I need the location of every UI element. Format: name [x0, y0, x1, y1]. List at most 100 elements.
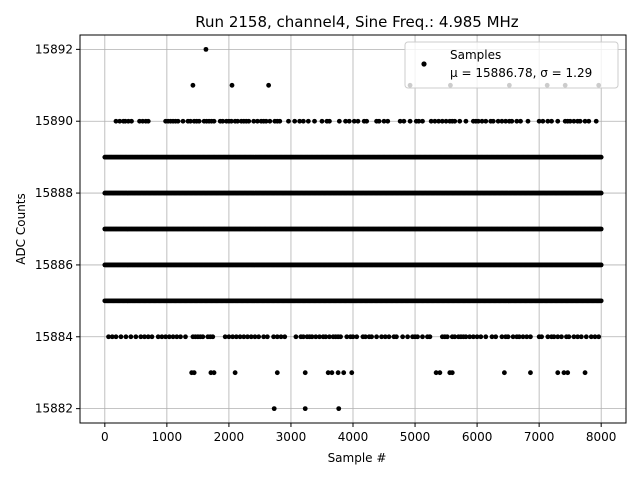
data-point: [228, 118, 234, 124]
data-point: [555, 370, 561, 376]
data-point: [256, 334, 262, 340]
data-point: [374, 334, 379, 340]
data-point: [437, 370, 443, 376]
data-point: [416, 118, 422, 124]
data-point: [336, 118, 342, 124]
data-point: [220, 118, 226, 124]
data-point: [470, 334, 476, 340]
data-point: [252, 334, 258, 340]
y-axis-label: ADC Counts: [14, 193, 28, 265]
data-point: [467, 334, 473, 340]
data-point: [325, 370, 331, 376]
legend-box: [404, 41, 619, 89]
data-point: [545, 334, 551, 340]
data-point: [401, 118, 407, 124]
data-point: [510, 334, 516, 340]
data-point: [363, 334, 368, 340]
data-point: [292, 118, 298, 124]
data-point: [518, 118, 523, 124]
data-point: [382, 334, 388, 340]
data-point: [394, 334, 399, 340]
legend-stats-label: μ = 15886.78, σ = 1.29: [450, 66, 592, 80]
data-point: [386, 334, 392, 340]
data-point: [499, 334, 505, 340]
data-point: [381, 118, 387, 124]
data-point: [183, 334, 188, 340]
data-point: [149, 334, 155, 340]
data-point: [400, 334, 406, 340]
data-point: [302, 406, 308, 412]
legend-marker: [421, 61, 427, 67]
data-point: [549, 118, 554, 124]
data-point: [230, 334, 236, 340]
data-point: [536, 118, 542, 124]
x-axis-label: Sample #: [328, 451, 387, 465]
data-point: [582, 370, 588, 376]
x-tick-label: 8000: [586, 430, 617, 444]
data-point: [341, 370, 347, 376]
data-point: [555, 118, 561, 124]
data-point: [598, 154, 604, 160]
data-point: [344, 334, 350, 340]
data-point: [583, 334, 589, 340]
data-point: [191, 370, 197, 376]
data-point: [509, 118, 515, 124]
data-point: [286, 118, 291, 124]
data-point: [376, 118, 382, 124]
data-point: [241, 334, 247, 340]
data-point: [436, 118, 442, 124]
data-point: [407, 118, 413, 124]
chart-title: Run 2158, channel4, Sine Freq.: 4.985 MH…: [195, 13, 519, 31]
data-point: [117, 118, 123, 124]
data-point: [379, 334, 384, 340]
data-point: [598, 226, 604, 232]
data-point: [588, 334, 594, 340]
data-point: [155, 334, 161, 340]
data-point: [525, 118, 531, 124]
data-point: [444, 334, 450, 340]
data-point: [524, 334, 530, 340]
data-point: [323, 334, 329, 340]
data-point: [566, 334, 572, 340]
data-point: [514, 118, 520, 124]
data-point: [452, 118, 458, 124]
data-point: [463, 334, 469, 340]
data-point: [267, 118, 273, 124]
data-point: [178, 334, 183, 340]
data-point: [433, 370, 439, 376]
data-point: [118, 334, 124, 340]
x-tick-label: 6000: [462, 430, 493, 444]
data-point: [575, 334, 581, 340]
y-tick-label: 15892: [35, 42, 73, 56]
data-point: [327, 118, 332, 124]
data-point: [145, 334, 151, 340]
data-point: [516, 334, 522, 340]
data-point: [180, 118, 186, 124]
data-point: [343, 118, 348, 124]
data-point: [539, 334, 545, 340]
data-point: [439, 118, 445, 124]
data-point: [582, 118, 588, 124]
data-point: [196, 118, 202, 124]
data-point: [251, 118, 257, 124]
data-point: [565, 370, 571, 376]
data-point: [113, 334, 119, 340]
data-point: [329, 370, 335, 376]
data-point: [282, 334, 288, 340]
data-point: [598, 298, 604, 304]
data-point: [211, 118, 217, 124]
y-tick-label: 15886: [35, 258, 73, 272]
data-point: [229, 82, 235, 88]
data-point: [309, 334, 315, 340]
data-point: [335, 370, 341, 376]
data-point: [598, 190, 604, 196]
data-point: [346, 118, 352, 124]
data-point: [106, 334, 111, 340]
data-point: [248, 334, 254, 340]
data-point: [449, 370, 455, 376]
data-point: [499, 118, 505, 124]
data-point: [319, 118, 325, 124]
data-point: [571, 334, 577, 340]
y-tick-label: 15882: [35, 402, 73, 416]
data-point: [271, 406, 277, 412]
